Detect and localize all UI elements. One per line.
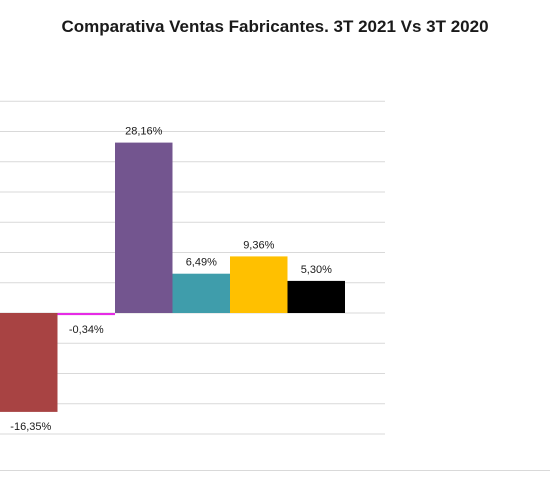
data-label: 6,49% — [186, 257, 217, 269]
bar — [115, 142, 173, 313]
bar — [57, 313, 115, 316]
bar — [172, 273, 230, 313]
chart-title: Comparativa Ventas Fabricantes. 3T 2021 … — [61, 17, 489, 36]
chart-bottom-border — [0, 470, 550, 471]
data-label: -0,34% — [69, 324, 104, 336]
data-label: -16,35% — [10, 421, 51, 433]
bar — [0, 313, 58, 412]
bar — [230, 256, 288, 313]
data-labels: -16,35% -0,34% 28,16% 6,49% 9,36% 5,30% — [10, 126, 332, 433]
data-label: 28,16% — [125, 126, 163, 138]
gridlines — [0, 100, 385, 435]
data-label: 9,36% — [243, 239, 274, 251]
bar — [287, 280, 345, 313]
data-label: 5,30% — [301, 264, 332, 276]
bars — [0, 142, 345, 412]
